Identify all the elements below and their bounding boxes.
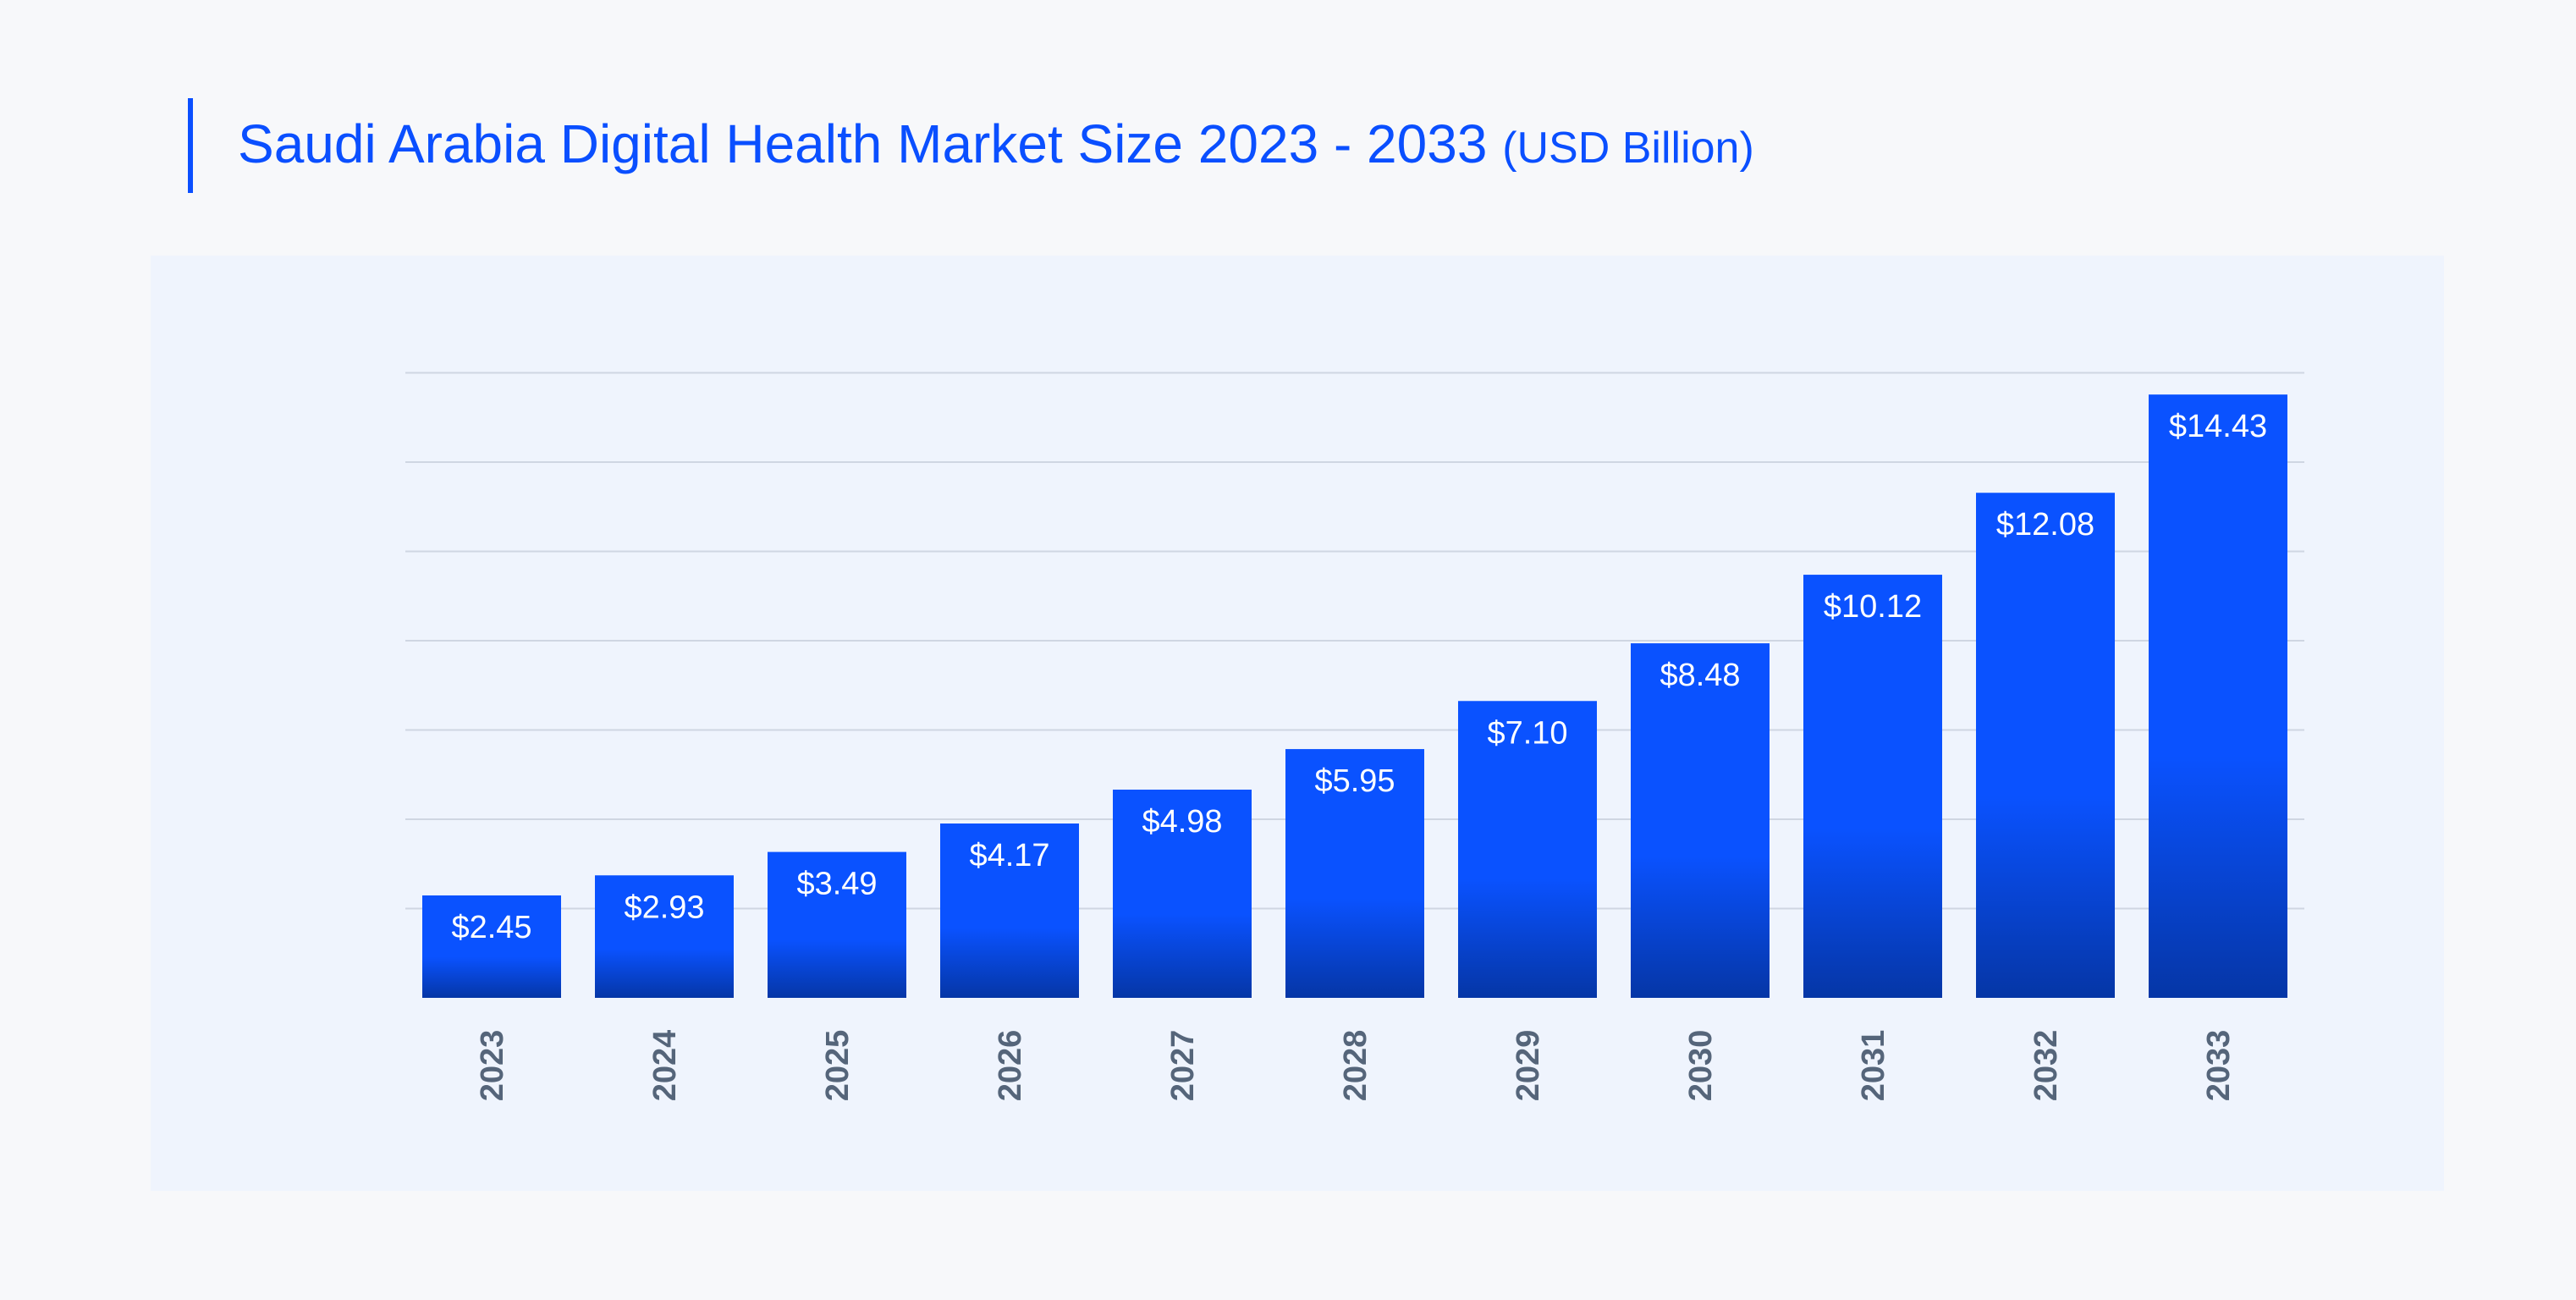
chart-panel: $2.45 $2.93 $3.49 $4.17 $4.98 $5.95 $7.10 $8.48… bbox=[151, 256, 2444, 1191]
bar-2026 bbox=[940, 824, 1079, 998]
data-label-2028: $5.95 bbox=[1314, 763, 1395, 799]
x-tick-label-2032: 2032 bbox=[2028, 1030, 2064, 1102]
data-label-2033: $14.43 bbox=[2169, 409, 2267, 444]
x-tick-label-2031: 2031 bbox=[1856, 1030, 1891, 1102]
x-tick-label-2028: 2028 bbox=[1338, 1030, 1373, 1102]
bar-2030 bbox=[1631, 643, 1770, 998]
data-label-2029: $7.10 bbox=[1487, 715, 1567, 751]
x-tick-label-2027: 2027 bbox=[1165, 1030, 1201, 1102]
x-tick-label-2030: 2030 bbox=[1683, 1030, 1719, 1102]
bar-chart: $2.45 $2.93 $3.49 $4.17 $4.98 $5.95 $7.10 $8.48… bbox=[405, 372, 2304, 1102]
bar-2024 bbox=[595, 875, 734, 998]
bar-2025 bbox=[768, 851, 906, 998]
chart-title: Saudi Arabia Digital Health Market Size … bbox=[238, 110, 1754, 182]
data-label-2027: $4.98 bbox=[1142, 804, 1222, 840]
chart-title-unit: (USD Billion) bbox=[1502, 124, 1754, 173]
chart-title-main: Saudi Arabia Digital Health Market Size … bbox=[238, 113, 1488, 174]
bar-2028 bbox=[1285, 749, 1424, 998]
bar-2023 bbox=[422, 895, 561, 998]
x-tick-label-2029: 2029 bbox=[1511, 1030, 1546, 1102]
bar-2029 bbox=[1458, 701, 1597, 998]
x-tick-label-2026: 2026 bbox=[993, 1030, 1028, 1102]
bars bbox=[422, 394, 2287, 998]
data-label-2024: $2.93 bbox=[624, 890, 704, 925]
gridlines bbox=[405, 372, 2304, 910]
data-label-2030: $8.48 bbox=[1660, 658, 1740, 693]
data-labels: $2.45 $2.93 $3.49 $4.17 $4.98 $5.95 $7.10 $8.48… bbox=[451, 409, 2267, 945]
bar-2032 bbox=[1976, 493, 2115, 998]
data-label-2026: $4.17 bbox=[969, 838, 1049, 873]
data-label-2025: $3.49 bbox=[796, 867, 877, 902]
x-tick-label-2025: 2025 bbox=[820, 1030, 856, 1102]
x-tick-label-2023: 2023 bbox=[475, 1030, 510, 1102]
data-label-2023: $2.45 bbox=[451, 910, 531, 945]
bar-2033 bbox=[2149, 394, 2287, 998]
x-axis-ticks: 2023 2024 2025 2026 2027 2028 2029 2030 2031 2032… bbox=[475, 1030, 2237, 1102]
title-accent-bar bbox=[188, 98, 193, 193]
data-label-2031: $10.12 bbox=[1824, 589, 1922, 625]
bar-2031 bbox=[1803, 575, 1942, 998]
x-tick-label-2024: 2024 bbox=[647, 1030, 683, 1102]
x-tick-label-2033: 2033 bbox=[2201, 1030, 2237, 1102]
data-label-2032: $12.08 bbox=[1996, 507, 2094, 543]
bar-2027 bbox=[1113, 789, 1252, 998]
